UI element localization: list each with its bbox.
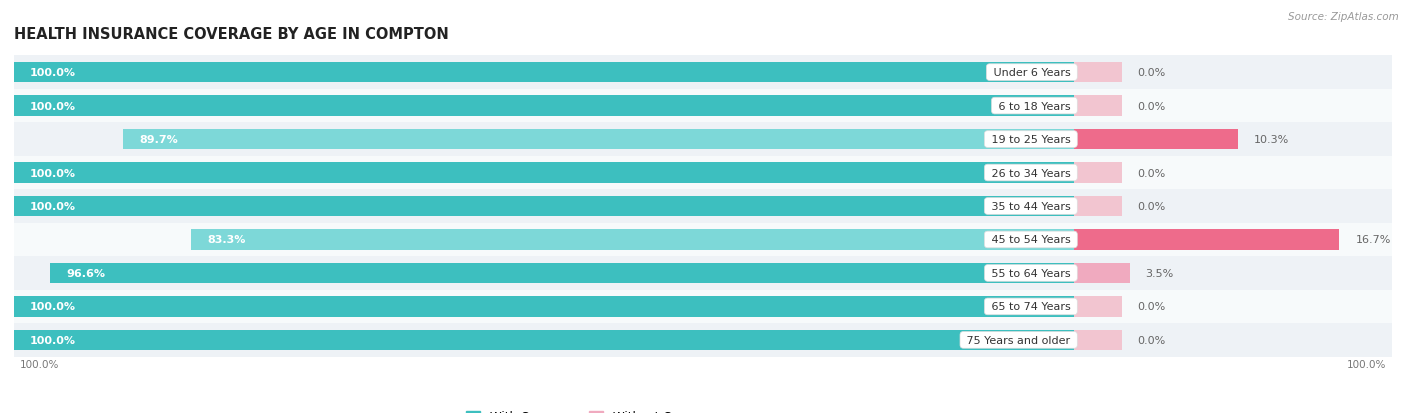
Text: 100.0%: 100.0%	[30, 335, 76, 345]
Legend: With Coverage, Without Coverage: With Coverage, Without Coverage	[463, 406, 723, 413]
Bar	[124, 129, 1074, 150]
FancyBboxPatch shape	[14, 223, 1392, 256]
Bar	[1074, 230, 1340, 250]
Text: 16.7%: 16.7%	[1355, 235, 1391, 245]
Bar	[1074, 330, 1122, 350]
Text: Under 6 Years: Under 6 Years	[990, 68, 1074, 78]
Text: 65 to 74 Years: 65 to 74 Years	[988, 301, 1074, 312]
Text: 6 to 18 Years: 6 to 18 Years	[995, 101, 1074, 112]
FancyBboxPatch shape	[14, 190, 1392, 223]
Bar	[1074, 296, 1122, 317]
Text: 0.0%: 0.0%	[1137, 301, 1166, 312]
Text: 100.0%: 100.0%	[30, 301, 76, 312]
Bar	[14, 196, 1074, 217]
Bar	[1074, 63, 1122, 83]
FancyBboxPatch shape	[14, 323, 1392, 357]
Bar	[14, 330, 1074, 350]
Bar	[14, 163, 1074, 183]
Text: 100.0%: 100.0%	[20, 359, 59, 369]
Text: 100.0%: 100.0%	[1347, 359, 1386, 369]
Text: 35 to 44 Years: 35 to 44 Years	[988, 202, 1074, 211]
Bar	[1074, 129, 1237, 150]
Text: 19 to 25 Years: 19 to 25 Years	[988, 135, 1074, 145]
Bar	[191, 230, 1074, 250]
Text: 0.0%: 0.0%	[1137, 202, 1166, 211]
Text: 100.0%: 100.0%	[30, 101, 76, 112]
Text: 0.0%: 0.0%	[1137, 168, 1166, 178]
Text: 45 to 54 Years: 45 to 54 Years	[988, 235, 1074, 245]
Bar	[51, 263, 1074, 284]
Bar	[1074, 96, 1122, 117]
Bar	[1074, 263, 1129, 284]
FancyBboxPatch shape	[14, 90, 1392, 123]
Text: 26 to 34 Years: 26 to 34 Years	[988, 168, 1074, 178]
Bar	[1074, 196, 1122, 217]
Bar	[14, 296, 1074, 317]
Text: 100.0%: 100.0%	[30, 202, 76, 211]
Text: 89.7%: 89.7%	[139, 135, 179, 145]
Bar	[14, 63, 1074, 83]
Text: 83.3%: 83.3%	[207, 235, 245, 245]
Text: 0.0%: 0.0%	[1137, 68, 1166, 78]
Text: 3.5%: 3.5%	[1146, 268, 1174, 278]
Text: 10.3%: 10.3%	[1254, 135, 1289, 145]
Text: 100.0%: 100.0%	[30, 168, 76, 178]
Text: Source: ZipAtlas.com: Source: ZipAtlas.com	[1288, 12, 1399, 22]
Text: 100.0%: 100.0%	[30, 68, 76, 78]
Text: HEALTH INSURANCE COVERAGE BY AGE IN COMPTON: HEALTH INSURANCE COVERAGE BY AGE IN COMP…	[14, 26, 449, 41]
Text: 0.0%: 0.0%	[1137, 335, 1166, 345]
FancyBboxPatch shape	[14, 290, 1392, 323]
Text: 55 to 64 Years: 55 to 64 Years	[988, 268, 1074, 278]
Bar	[1074, 163, 1122, 183]
Text: 96.6%: 96.6%	[66, 268, 105, 278]
Text: 75 Years and older: 75 Years and older	[963, 335, 1074, 345]
FancyBboxPatch shape	[14, 157, 1392, 190]
Bar	[14, 96, 1074, 117]
FancyBboxPatch shape	[14, 56, 1392, 90]
FancyBboxPatch shape	[14, 256, 1392, 290]
FancyBboxPatch shape	[14, 123, 1392, 157]
Text: 0.0%: 0.0%	[1137, 101, 1166, 112]
